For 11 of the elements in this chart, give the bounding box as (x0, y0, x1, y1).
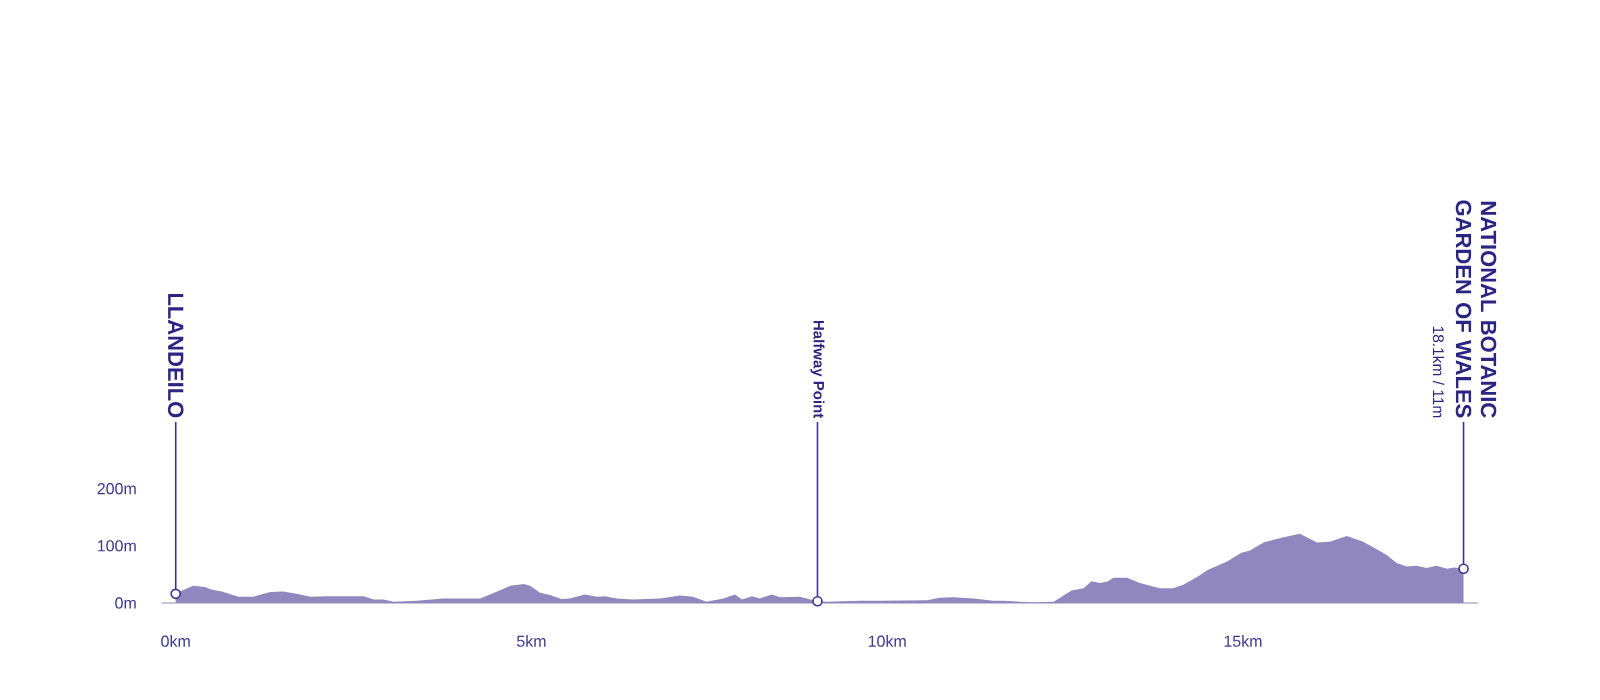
y-tick-label: 100m (98, 540, 136, 552)
annotation: Halfway Point (810, 320, 825, 419)
annotation: LLANDEILO (167, 293, 184, 418)
y-tick-label: 200m (97, 483, 136, 495)
annotation: 18.1km / 11m (1432, 326, 1445, 418)
x-tick-label: 0km (161, 635, 190, 647)
x-tick-label: 10km (868, 635, 906, 647)
x-tick-label: 15km (1224, 635, 1262, 647)
annotation: NATIONAL BOTANIC GARDEN OF WALES (1455, 200, 1497, 418)
x-tick-label: 5km (516, 635, 546, 647)
y-tick-label: 0m (115, 597, 136, 609)
